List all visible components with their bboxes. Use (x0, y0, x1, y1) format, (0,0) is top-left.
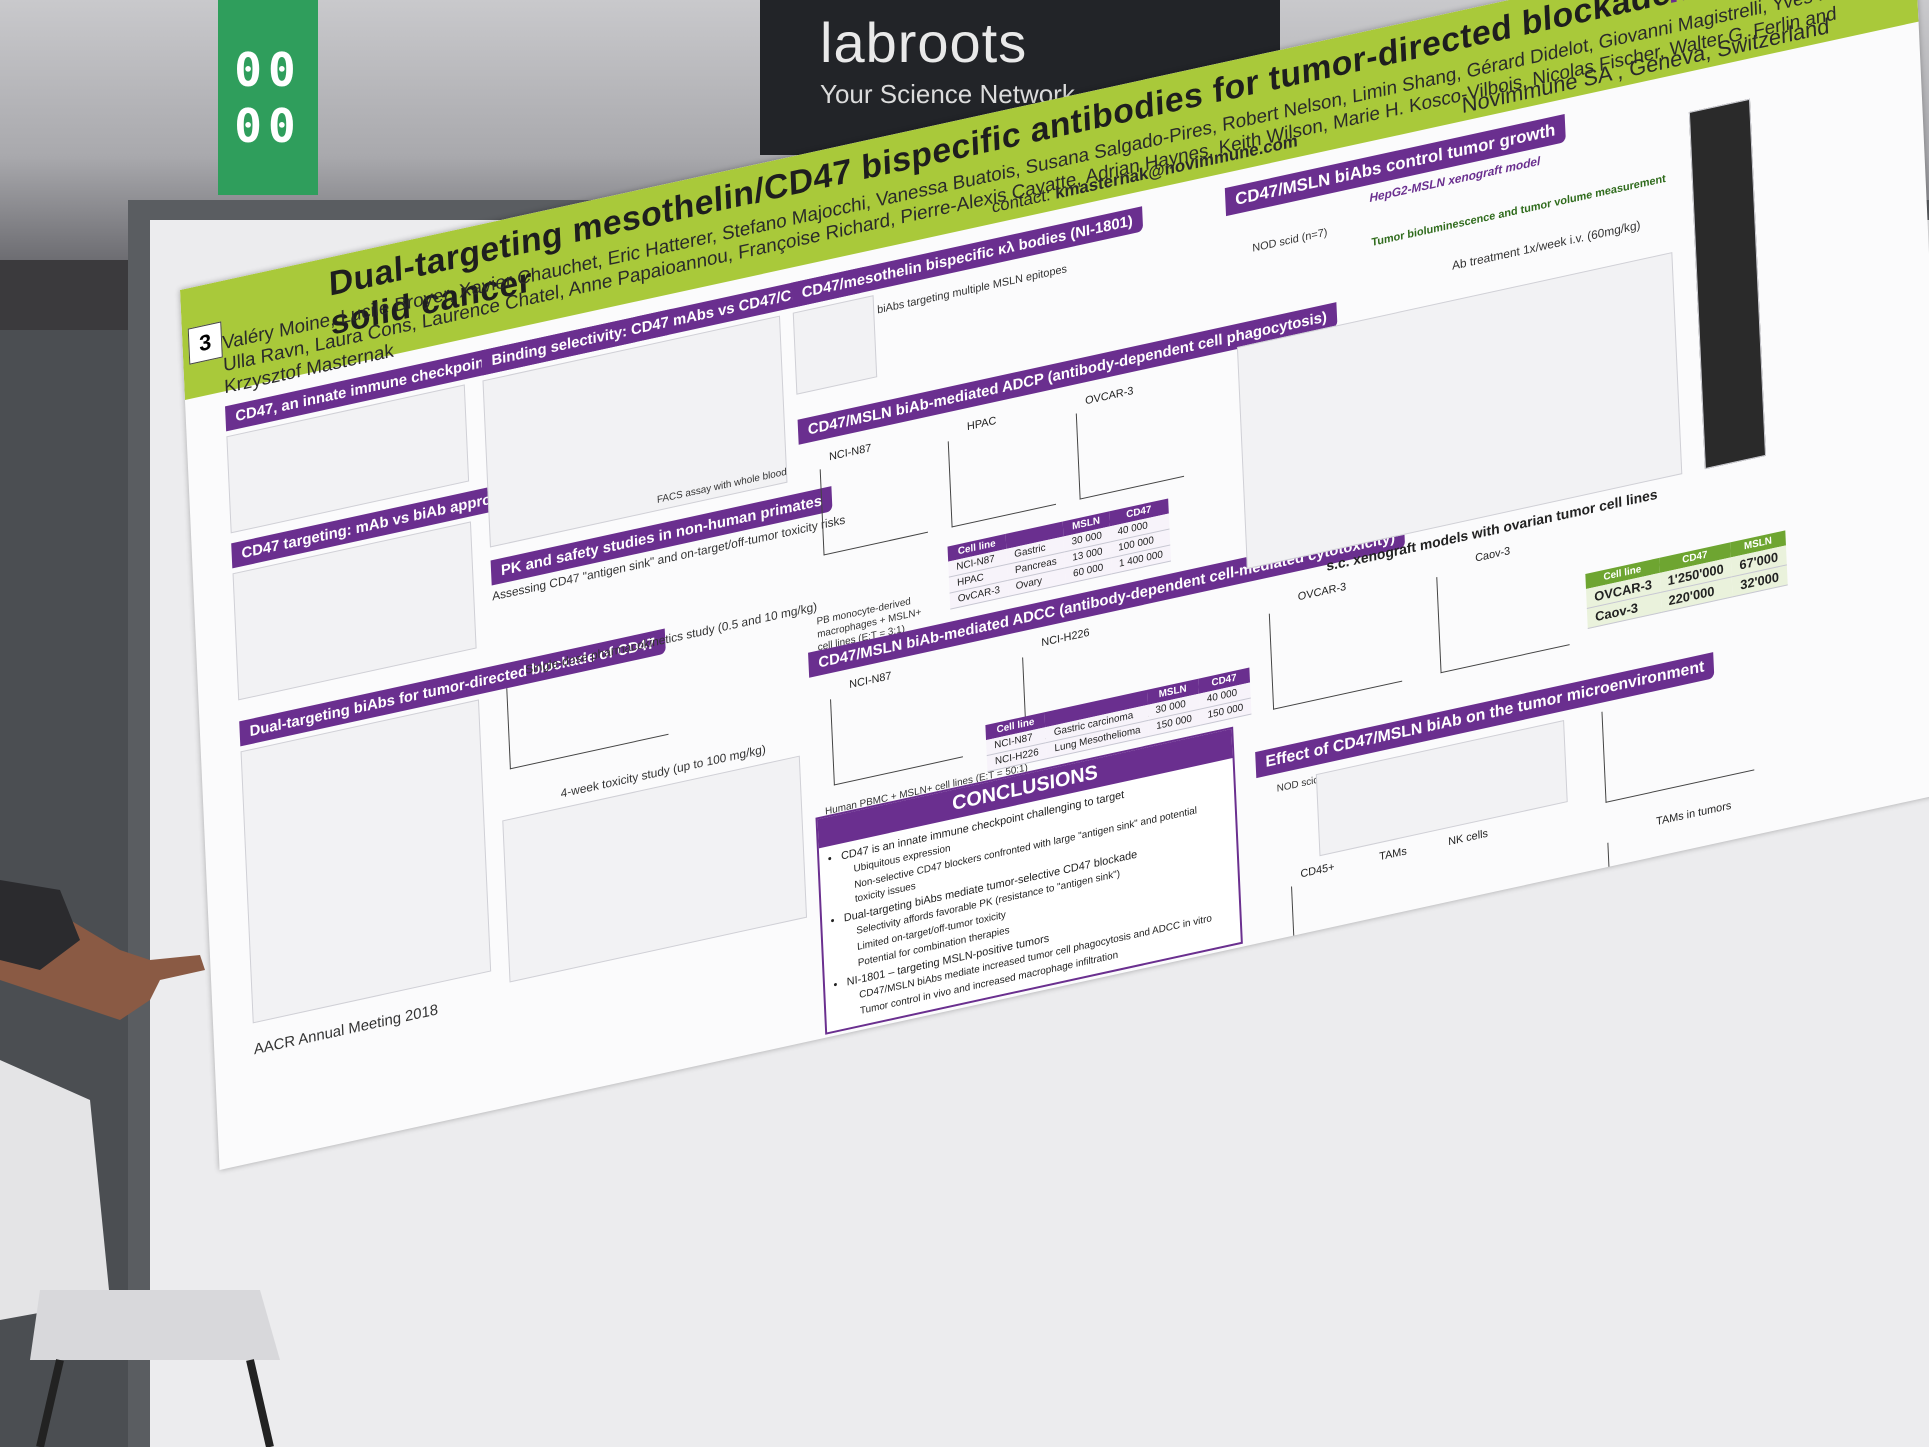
adcp-plot-axes (1075, 390, 1185, 500)
adcp-plot-ovcar3: OVCAR-3 (1065, 374, 1188, 510)
pk-study-title: Single-dose pharmacokinetics study (0.5 … (525, 599, 818, 678)
xenograft-mice-label: NOD scid (n=7) (1252, 226, 1328, 255)
figure-tumor-growth-curves (1236, 252, 1683, 570)
hanging-banner: 00 00 (218, 0, 318, 195)
figure-bioluminescence-images (1688, 98, 1767, 470)
ovarian-plot-axes (1268, 585, 1403, 710)
ovarian-plot-caov3: Caov-3 (1426, 531, 1579, 683)
adcp-plot-axes (819, 446, 928, 556)
adcp-plot-ncin87: NCI-N87 (809, 430, 932, 566)
adcp-plot-title: HPAC (966, 414, 997, 434)
presenter-hand (0, 880, 205, 1020)
figure-dual-targeting (240, 699, 492, 1024)
banner-digits-top: 00 (234, 42, 302, 97)
adcc-plot-ncin87: NCI-N87 (819, 653, 972, 795)
sponsor-brand: labroots (820, 11, 1028, 74)
figure-biab-structure (792, 295, 878, 395)
banner-digits-bottom: 00 (234, 98, 302, 153)
ovarian-table: Cell line CD47 MSLN OVCAR-3 1'250'000 67'0… (1585, 530, 1788, 629)
tme-volume-axes (1601, 679, 1755, 803)
ovarian-plot-axes (1436, 549, 1570, 674)
chair (0, 1060, 280, 1447)
ovarian-plot-ovcar3: OVCAR-3 (1258, 568, 1411, 720)
tme-plot-label: TAMs (1378, 845, 1408, 864)
adcp-plot-hpac: HPAC (937, 402, 1060, 538)
panel-number: 3 (187, 321, 223, 365)
figure-tox-study (502, 755, 808, 983)
adcp-plot-axes (947, 418, 1057, 528)
